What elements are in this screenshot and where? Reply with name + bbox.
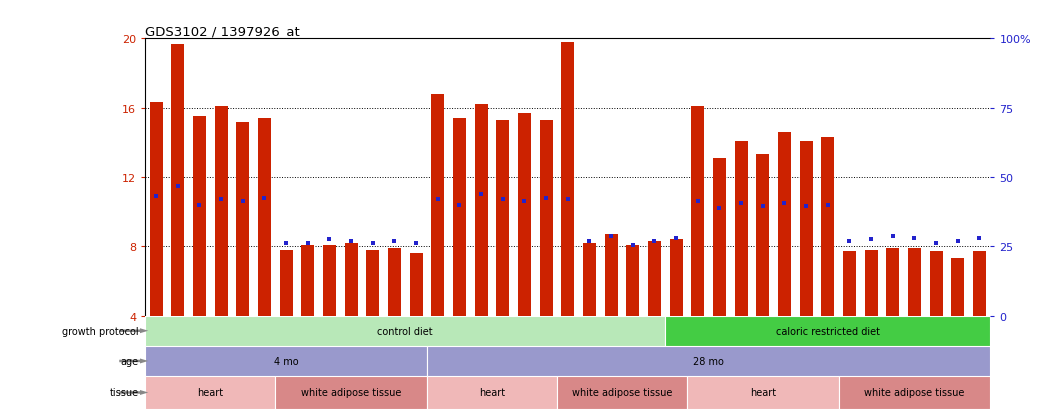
Bar (280, 250, 292, 316)
Bar (666, 316, 990, 346)
Bar (410, 254, 422, 316)
Bar (865, 250, 877, 316)
Bar (951, 259, 964, 316)
Text: caloric restricted diet: caloric restricted diet (776, 326, 879, 336)
Bar (839, 376, 990, 409)
Bar (713, 159, 726, 316)
Bar (427, 346, 990, 376)
Bar (800, 141, 813, 316)
Text: heart: heart (197, 387, 223, 398)
Bar (431, 95, 444, 316)
Text: growth protocol: growth protocol (62, 326, 139, 336)
Bar (171, 45, 185, 316)
Bar (686, 376, 839, 409)
Bar (236, 122, 249, 316)
Bar (145, 346, 427, 376)
Bar (215, 107, 227, 316)
Bar (929, 252, 943, 316)
Bar (193, 117, 206, 316)
Text: GDS3102 / 1397926_at: GDS3102 / 1397926_at (145, 25, 300, 38)
Bar (734, 141, 748, 316)
Bar (908, 248, 921, 316)
Bar (388, 248, 401, 316)
Text: heart: heart (479, 387, 505, 398)
Bar (626, 245, 639, 316)
Bar (344, 243, 358, 316)
Bar (323, 245, 336, 316)
Bar (561, 43, 574, 316)
Bar (583, 243, 596, 316)
Bar (145, 376, 275, 409)
Bar (453, 119, 466, 316)
Bar (973, 252, 986, 316)
Text: white adipose tissue: white adipose tissue (864, 387, 964, 398)
Text: 4 mo: 4 mo (274, 356, 299, 366)
Bar (301, 245, 314, 316)
Bar (366, 250, 380, 316)
Bar (475, 105, 487, 316)
Bar (539, 121, 553, 316)
Bar (497, 121, 509, 316)
Text: 28 mo: 28 mo (693, 356, 724, 366)
Text: age: age (121, 356, 139, 366)
Bar (670, 240, 682, 316)
Bar (821, 138, 835, 316)
Bar (258, 119, 271, 316)
Bar (557, 376, 686, 409)
Text: control diet: control diet (377, 326, 433, 336)
Text: white adipose tissue: white adipose tissue (301, 387, 401, 398)
Text: white adipose tissue: white adipose tissue (571, 387, 672, 398)
Bar (843, 252, 856, 316)
Bar (145, 316, 666, 346)
Text: heart: heart (750, 387, 776, 398)
Bar (692, 107, 704, 316)
Text: tissue: tissue (110, 387, 139, 398)
Bar (427, 376, 557, 409)
Bar (605, 235, 618, 316)
Bar (756, 155, 769, 316)
Bar (517, 114, 531, 316)
Bar (887, 248, 899, 316)
Bar (275, 376, 427, 409)
Bar (648, 242, 661, 316)
Bar (778, 133, 791, 316)
Bar (149, 103, 163, 316)
